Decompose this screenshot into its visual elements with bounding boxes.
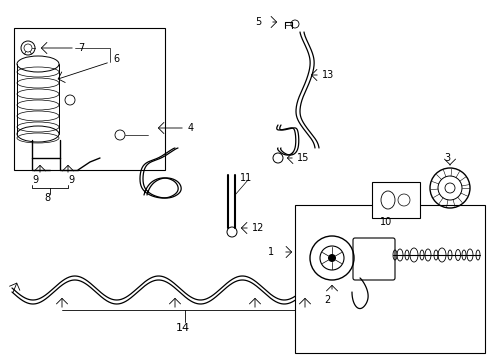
Text: 9: 9 xyxy=(68,175,74,185)
Text: 6: 6 xyxy=(113,54,119,64)
Text: 5: 5 xyxy=(254,17,261,27)
Circle shape xyxy=(327,254,335,262)
Circle shape xyxy=(301,213,305,217)
Text: 14: 14 xyxy=(176,323,190,333)
Text: 2: 2 xyxy=(324,295,329,305)
Bar xyxy=(14,28,164,170)
Text: 4: 4 xyxy=(187,123,194,133)
Circle shape xyxy=(301,233,305,237)
Text: 15: 15 xyxy=(296,153,309,163)
Text: 11: 11 xyxy=(240,173,252,183)
Text: 9: 9 xyxy=(32,175,38,185)
Text: 12: 12 xyxy=(251,223,264,233)
Bar xyxy=(294,205,484,353)
Circle shape xyxy=(301,223,305,227)
Text: 3: 3 xyxy=(443,153,449,163)
Text: 13: 13 xyxy=(321,70,334,80)
Text: 10: 10 xyxy=(379,217,391,227)
Text: 8: 8 xyxy=(44,193,50,203)
Bar xyxy=(371,182,419,218)
Text: 1: 1 xyxy=(267,247,274,257)
Text: 7: 7 xyxy=(78,43,84,53)
